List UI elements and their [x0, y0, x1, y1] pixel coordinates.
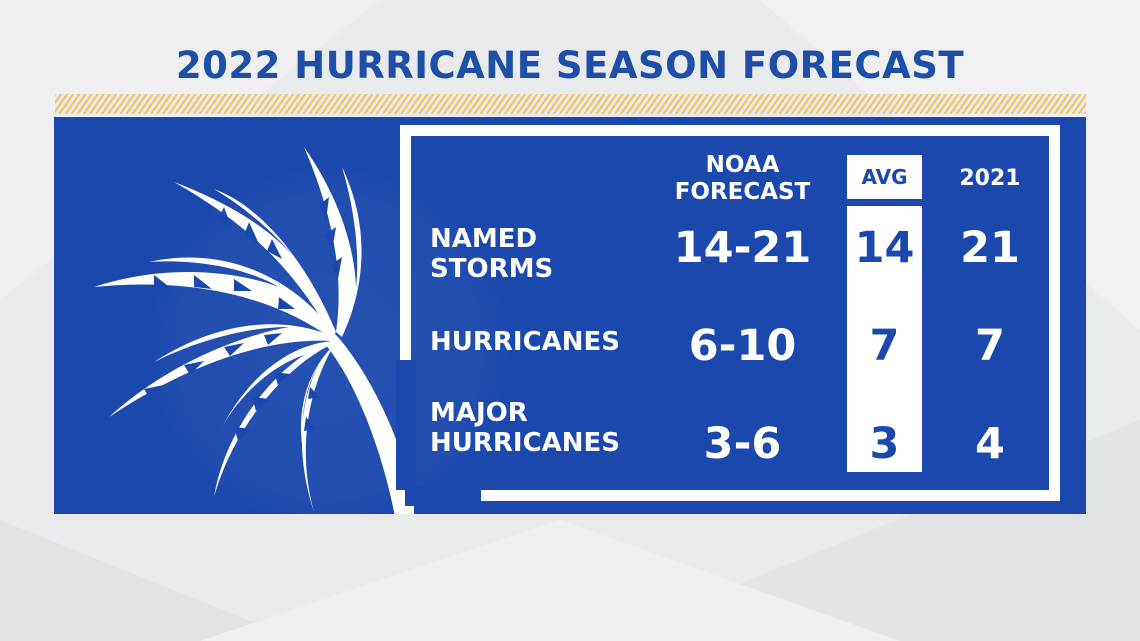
page-title: 2022 HURRICANE SEASON FORECAST: [175, 44, 965, 87]
named-storms-avg-value: 14: [854, 223, 915, 273]
column-header-avg: AVG: [847, 155, 922, 199]
frame-gap-bottom: [405, 486, 481, 506]
column-header-noaa-forecast: NOAA FORECAST: [674, 152, 811, 205]
avg-column-highlight: [847, 206, 922, 472]
column-header-2021: 2021: [959, 166, 1021, 191]
row-label-named-storms: NAMED STORMS: [430, 224, 554, 284]
hurricanes-avg-value: 7: [869, 321, 900, 371]
named-storms-noaa-value: 14-21: [673, 223, 812, 273]
major-hurricanes-avg-value: 3: [869, 419, 900, 469]
frame-gap-left: [396, 360, 416, 490]
row-label-hurricanes: HURRICANES: [430, 327, 621, 357]
major-hurricanes-noaa-value: 3-6: [703, 419, 782, 469]
major-hurricanes-2021-value: 4: [975, 419, 1005, 469]
named-storms-2021-value: 21: [960, 223, 1020, 273]
hurricanes-noaa-value: 6-10: [688, 321, 797, 371]
hurricanes-2021-value: 7: [975, 321, 1005, 371]
row-label-major-hurricanes: MAJOR HURRICANES: [430, 398, 621, 458]
gold-hatch-band: [55, 94, 1086, 114]
table-frame: [400, 125, 1060, 501]
palm-tree-icon: [94, 147, 414, 514]
